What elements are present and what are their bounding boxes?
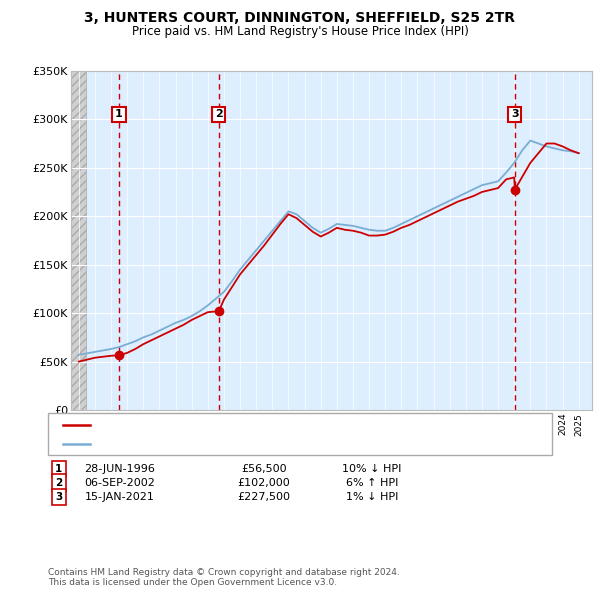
Text: 3, HUNTERS COURT, DINNINGTON, SHEFFIELD, S25 2TR (detached house): 3, HUNTERS COURT, DINNINGTON, SHEFFIELD,… — [94, 420, 477, 430]
Text: 3: 3 — [55, 492, 62, 502]
Text: 28-JUN-1996: 28-JUN-1996 — [85, 464, 155, 474]
Text: 10% ↓ HPI: 10% ↓ HPI — [343, 464, 401, 474]
Text: 1: 1 — [115, 109, 123, 119]
Text: 15-JAN-2021: 15-JAN-2021 — [85, 492, 155, 502]
Text: 1: 1 — [55, 464, 62, 474]
Text: £227,500: £227,500 — [238, 492, 290, 502]
Text: Contains HM Land Registry data © Crown copyright and database right 2024.
This d: Contains HM Land Registry data © Crown c… — [48, 568, 400, 587]
Text: 3: 3 — [511, 109, 518, 119]
Text: £102,000: £102,000 — [238, 478, 290, 487]
Bar — [71, 71, 86, 410]
Text: 1% ↓ HPI: 1% ↓ HPI — [346, 492, 398, 502]
Text: HPI: Average price, detached house, Rotherham: HPI: Average price, detached house, Roth… — [94, 438, 344, 448]
Text: £56,500: £56,500 — [241, 464, 287, 474]
Text: 2: 2 — [215, 109, 223, 119]
Text: Price paid vs. HM Land Registry's House Price Index (HPI): Price paid vs. HM Land Registry's House … — [131, 25, 469, 38]
Text: 2: 2 — [55, 478, 62, 487]
Text: 3, HUNTERS COURT, DINNINGTON, SHEFFIELD, S25 2TR: 3, HUNTERS COURT, DINNINGTON, SHEFFIELD,… — [85, 11, 515, 25]
Text: 6% ↑ HPI: 6% ↑ HPI — [346, 478, 398, 487]
Text: 06-SEP-2002: 06-SEP-2002 — [85, 478, 155, 487]
